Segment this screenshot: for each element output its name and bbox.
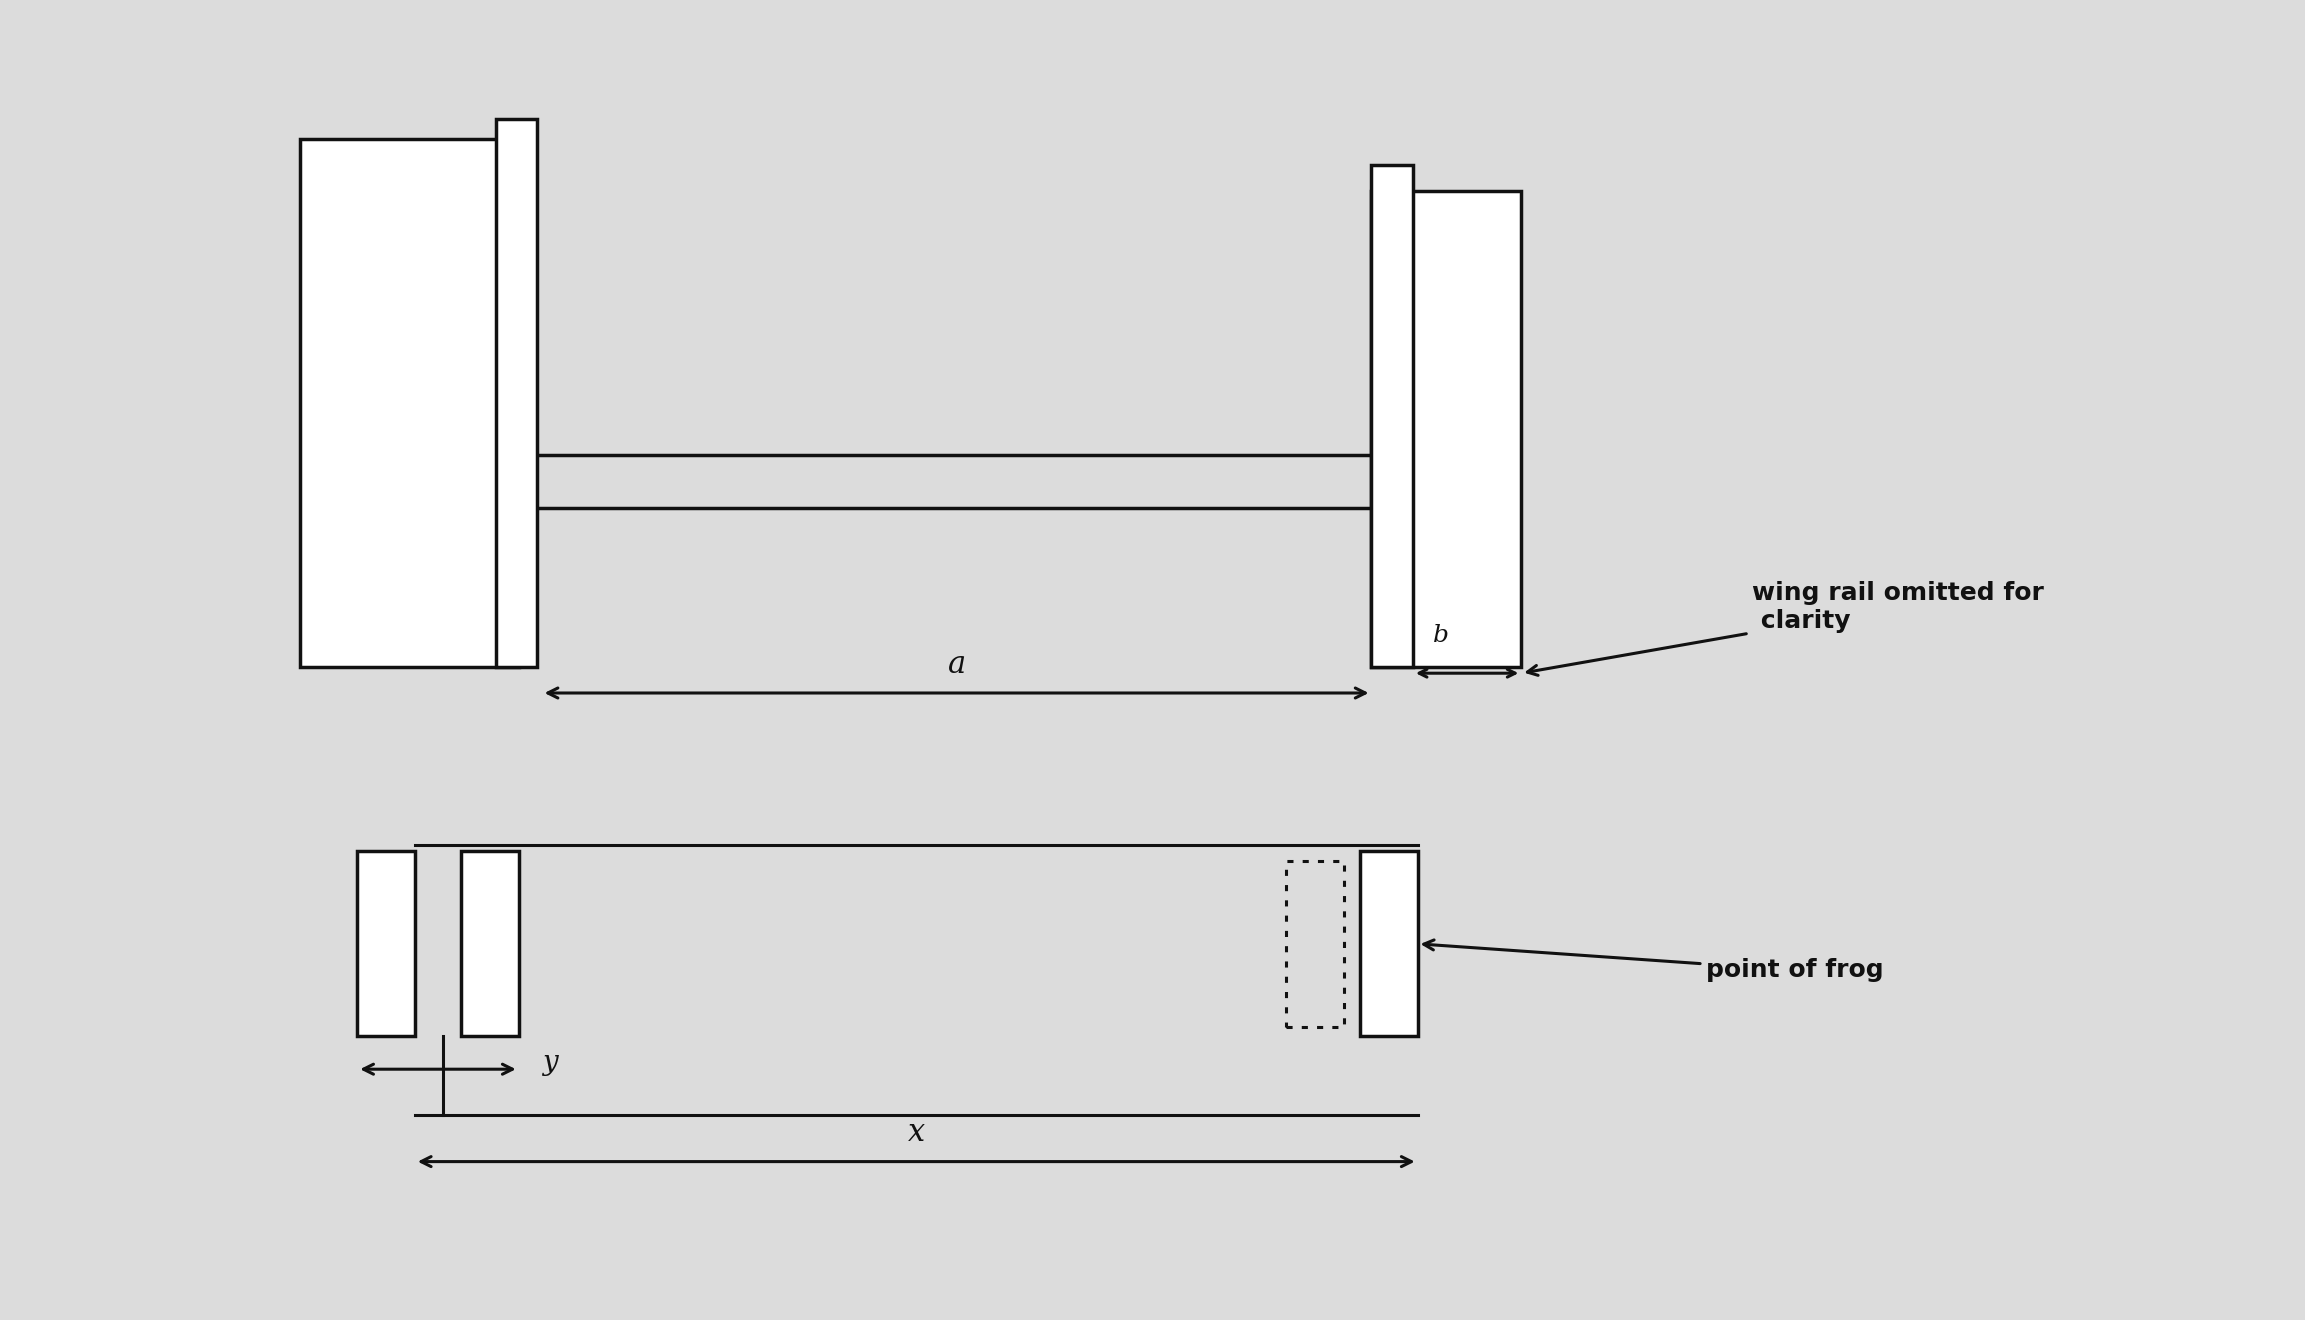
Text: wing rail omitted for
 clarity: wing rail omitted for clarity — [1528, 581, 2045, 676]
Text: a: a — [947, 649, 966, 680]
Text: y: y — [542, 1049, 558, 1076]
Text: point of frog: point of frog — [1424, 940, 1883, 982]
Text: x: x — [908, 1118, 924, 1148]
Bar — [1360, 851, 1418, 1036]
Text: b: b — [1434, 624, 1448, 647]
Bar — [496, 119, 537, 667]
Bar — [1286, 861, 1344, 1027]
Bar — [1371, 191, 1521, 667]
Bar — [357, 851, 415, 1036]
Bar — [300, 139, 519, 667]
Bar — [1371, 165, 1413, 667]
Bar — [461, 851, 519, 1036]
